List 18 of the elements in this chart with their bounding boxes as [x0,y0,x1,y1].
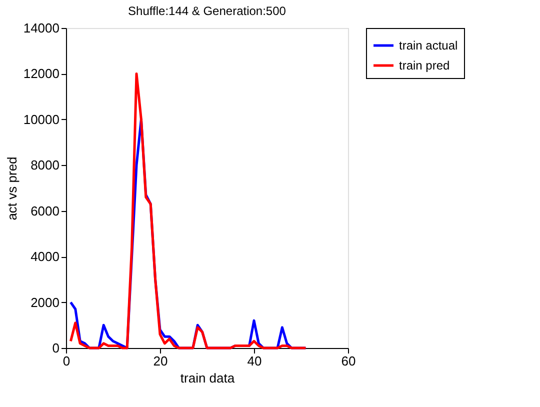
x-tick-label: 40 [247,354,262,368]
y-tick-label: 6000 [30,203,60,218]
legend-label: train pred [399,58,450,72]
x-tick-label: 20 [153,354,168,368]
y-axis-title: act vs pred [4,156,20,220]
x-tick-label: 0 [62,354,70,368]
y-tick-label: 0 [52,340,60,356]
legend-label: train actual [399,38,458,52]
y-tick-label: 12000 [23,66,60,82]
y-tick-label: 8000 [30,158,60,173]
y-tick-label: 14000 [23,20,60,36]
line-series [69,72,307,350]
chart-title: Shuffle:144 & Generation:500 [128,4,286,18]
x-tick-label: 60 [341,354,356,368]
y-tick-label: 10000 [23,112,60,127]
x-axis-title: train data [180,370,236,386]
y-tick-label: 4000 [30,249,60,264]
y-tick-label: 2000 [30,294,60,310]
